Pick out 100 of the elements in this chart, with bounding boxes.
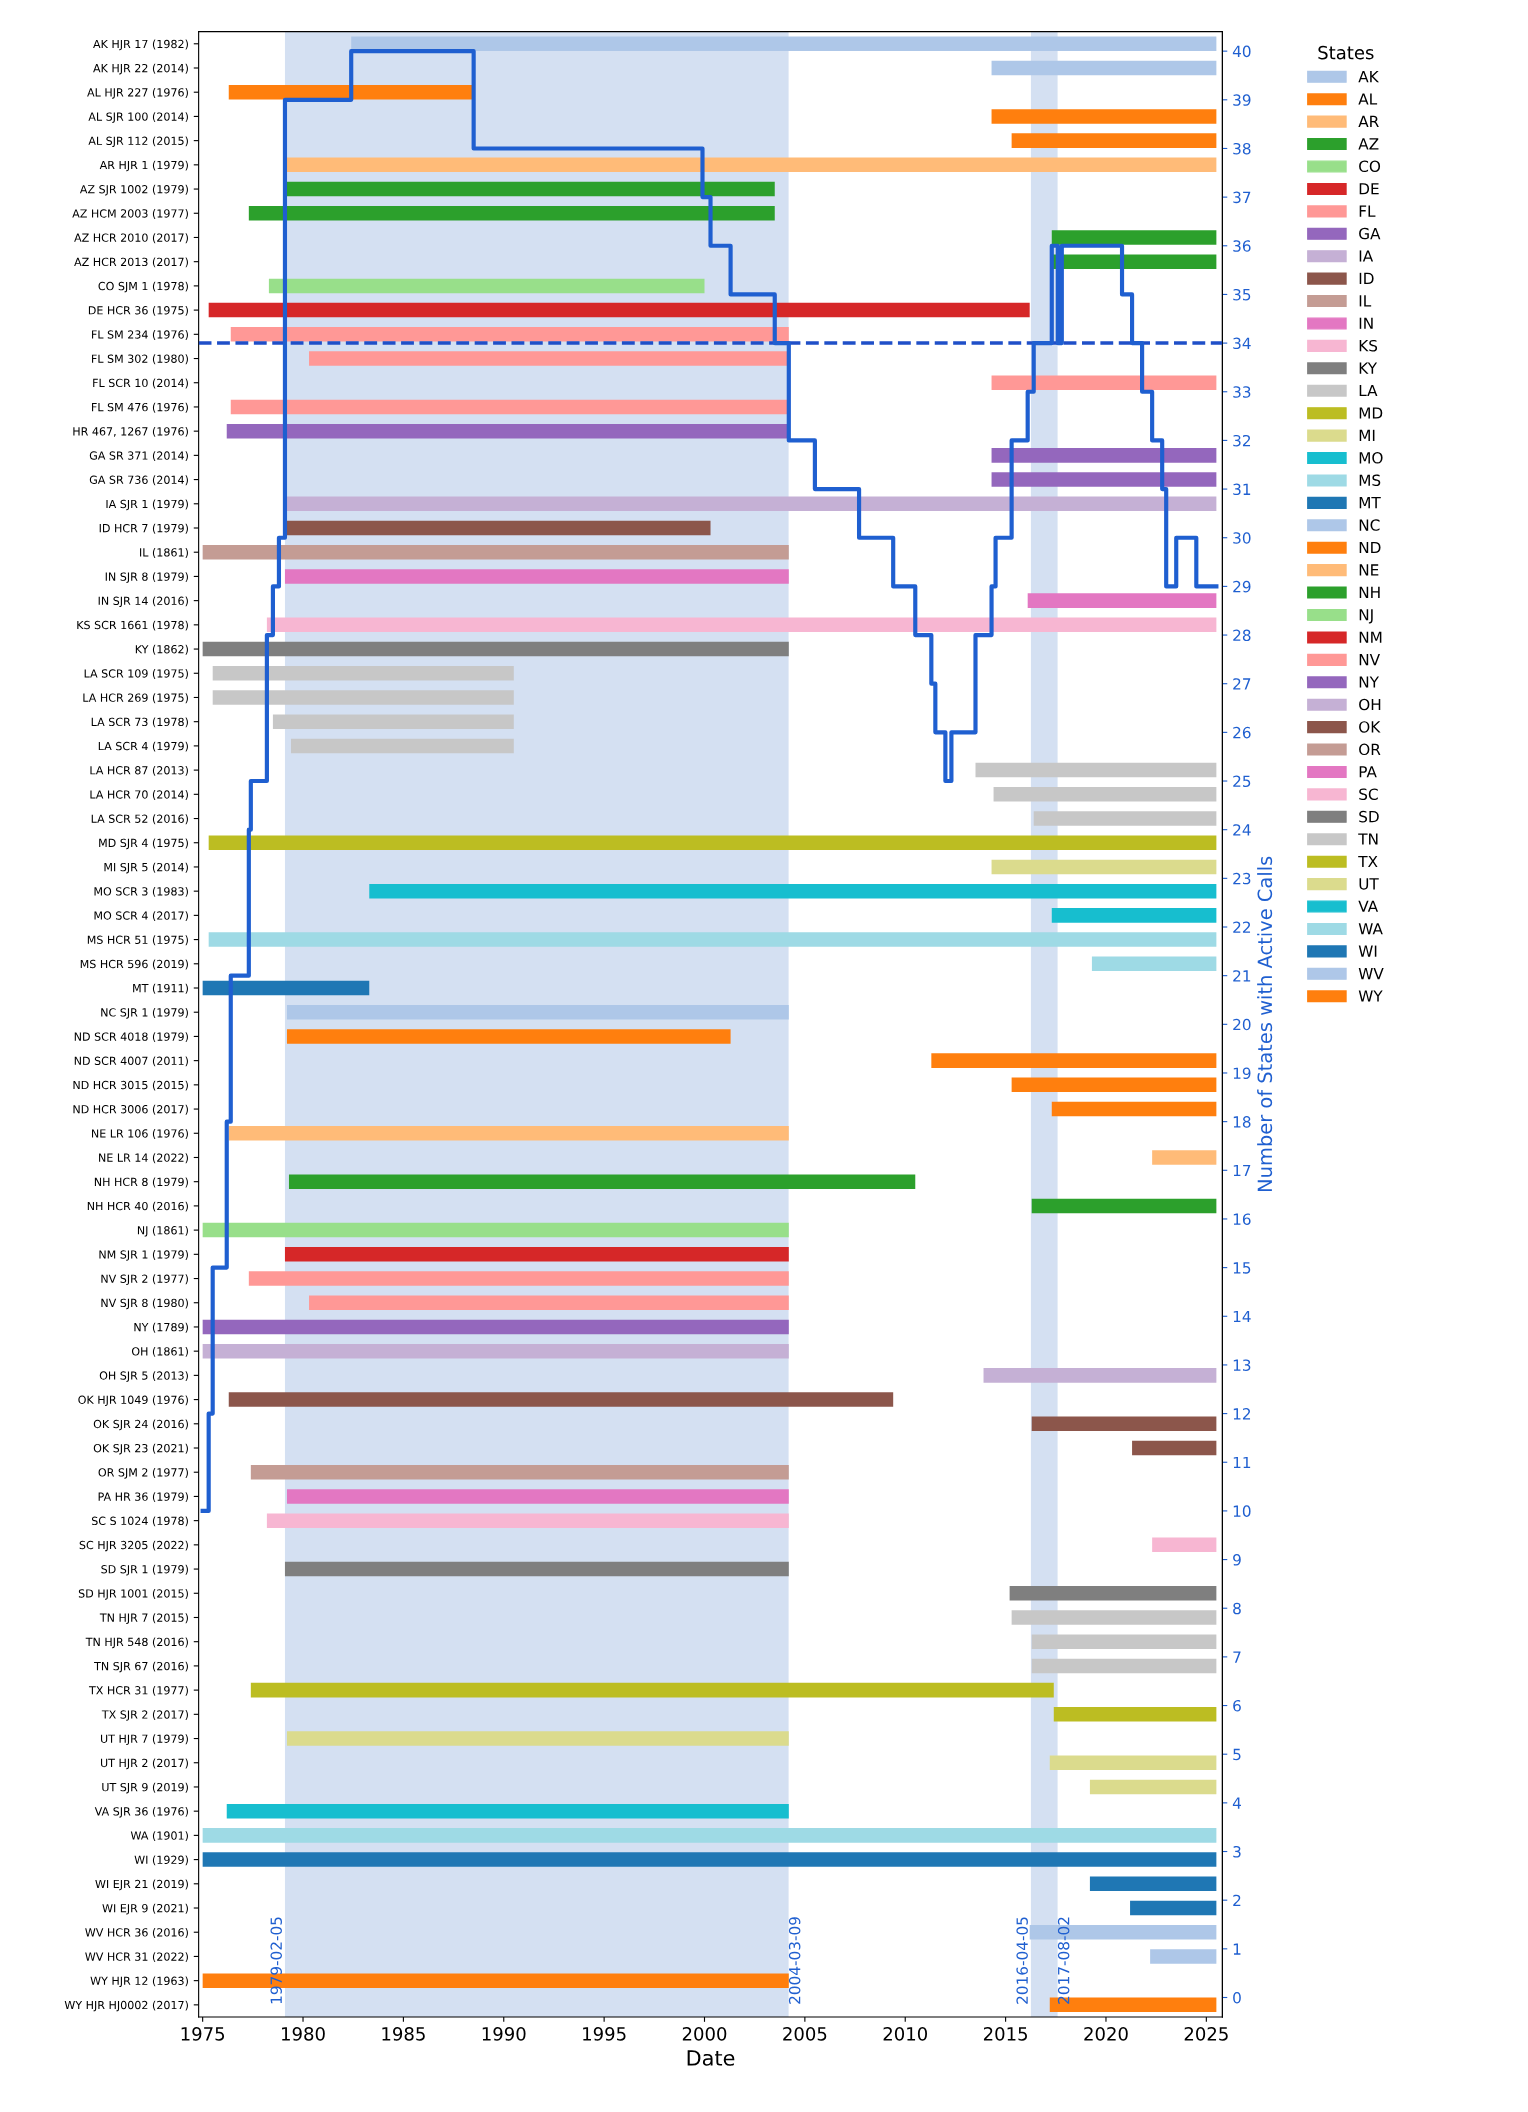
legend-label: OR: [1359, 743, 1381, 756]
y-tick-label: 14: [1233, 1310, 1251, 1323]
bar: [286, 1004, 789, 1020]
y-tick-label: 1: [1233, 1943, 1241, 1955]
bar: [1049, 1755, 1217, 1771]
bar: [202, 1222, 789, 1238]
y-tick-label: FL SM 302 (1980): [92, 354, 188, 365]
y-tick-label: 2: [1233, 1894, 1241, 1906]
bar: [1031, 1198, 1217, 1214]
y-tick-label: WI (1929): [134, 1855, 188, 1866]
bar: [226, 1803, 789, 1819]
bar: [1033, 811, 1217, 826]
y-tick-label: 23: [1233, 872, 1251, 885]
y-tick-label: TN HJR 7 (2015): [99, 1613, 188, 1624]
bar: [250, 1682, 1054, 1698]
y-tick-label: WA (1901): [130, 1831, 188, 1842]
bar: [286, 520, 711, 536]
y-tick-label: TN HJR 548 (2016): [85, 1637, 188, 1649]
y-tick-label: 37: [1233, 191, 1251, 204]
y-tick-label: UT HJR 2 (2017): [101, 1758, 188, 1770]
legend-label: PA: [1359, 766, 1377, 778]
legend-label: TN: [1358, 833, 1378, 845]
y-tick-label: 12: [1233, 1408, 1251, 1420]
y-tick-label: MS HCR 596 (2019): [80, 959, 188, 970]
y-tick-label: AZ HCR 2013 (2017): [74, 257, 188, 268]
legend-label: AK: [1358, 71, 1380, 83]
legend-label: LA: [1359, 384, 1378, 397]
y-tick-label: SC S 1024 (1978): [91, 1516, 188, 1527]
y-tick-label: KS SCR 1661 (1978): [77, 620, 188, 631]
y-tick-label: MI SJR 5 (2014): [104, 862, 188, 874]
y-tick-label: IN SJR 14 (2016): [98, 596, 188, 608]
bar: [991, 448, 1217, 463]
y-tick-label: 20: [1233, 1018, 1251, 1031]
legend-label: ND: [1359, 541, 1381, 554]
legend-label: MD: [1359, 407, 1383, 419]
y-tick-label: 36: [1233, 240, 1251, 252]
bar: [230, 327, 789, 342]
y-tick-label: LA HCR 70 (2014): [90, 790, 188, 800]
bar: [228, 1392, 894, 1407]
y-tick-label: NY (1789): [134, 1322, 188, 1333]
y-tick-label: 38: [1233, 142, 1251, 155]
bar: [1132, 1440, 1217, 1456]
y-tick-label: OK SJR 23 (2021): [93, 1443, 188, 1455]
y-tick-label: UT SJR 9 (2019): [102, 1782, 188, 1794]
x-axis-title: Date: [687, 2050, 735, 2066]
annotation: 2004-03-09: [788, 1917, 801, 2004]
bar: [351, 36, 1217, 52]
y-tick-label: IL (1861): [140, 548, 188, 558]
y-tick-label: ID HCR 7 (1979): [99, 523, 188, 534]
legend-label: AR: [1358, 115, 1379, 127]
y-tick-label: NC SJR 1 (1979): [101, 1008, 188, 1019]
legend-label: NE: [1359, 564, 1379, 576]
legend-label: KY: [1359, 362, 1378, 374]
y-tick-label: 19: [1233, 1067, 1251, 1079]
legend-label: DE: [1359, 183, 1379, 195]
bar: [284, 1247, 789, 1262]
y-tick-label: 10: [1233, 1505, 1251, 1517]
y-tick-label: 21: [1233, 970, 1251, 982]
bar: [208, 302, 1030, 318]
y-tick-label: OK HJR 1049 (1976): [78, 1395, 188, 1407]
legend-label: WI: [1358, 945, 1377, 957]
legend-label: KS: [1359, 339, 1378, 352]
x-tick-label: 2005: [783, 2027, 827, 2041]
legend-label: WY: [1358, 990, 1383, 1002]
legend-label: TX: [1358, 855, 1378, 868]
legend-label: MI: [1359, 429, 1375, 441]
x-tick-label: 2000: [682, 2027, 727, 2041]
bar: [991, 109, 1217, 124]
y-tick-label: 35: [1233, 288, 1251, 301]
bar: [991, 859, 1217, 875]
bar: [1009, 1586, 1217, 1601]
bar: [230, 399, 789, 415]
x-tick-label: 1990: [482, 2027, 526, 2041]
x-tick-label: 2015: [983, 2027, 1027, 2041]
y-tick-label: MS HCR 51 (1975): [87, 935, 188, 946]
y-tick-label: AL SJR 100 (2014): [88, 112, 188, 123]
y-tick-label: 5: [1233, 1748, 1241, 1761]
y-tick-label: MD SJR 4 (1975): [99, 838, 188, 850]
x-tick-label: 1995: [583, 2027, 626, 2041]
y-tick-label: 25: [1233, 775, 1251, 788]
legend-label: SC: [1359, 788, 1378, 800]
bar: [369, 883, 1217, 899]
y-tick-label: OK SJR 24 (2016): [93, 1419, 188, 1431]
y-tick-label: MO SCR 3 (1983): [94, 886, 188, 897]
y-tick-label: AZ HCR 2010 (2017): [74, 233, 188, 244]
bar: [1027, 593, 1217, 608]
x-tick-label: 2010: [883, 2027, 928, 2041]
y-tick-label: 26: [1233, 726, 1251, 739]
y-tick-label: 6: [1233, 1700, 1241, 1712]
y-tick-label: ND SCR 4018 (1979): [74, 1032, 188, 1043]
bar: [202, 1319, 789, 1335]
legend-label: MS: [1359, 474, 1381, 487]
bar: [284, 569, 789, 584]
bar: [991, 60, 1217, 76]
x-tick-label: 2020: [1084, 2027, 1128, 2041]
legend-label: NC: [1359, 519, 1380, 531]
y-tick-label: AL SJR 112 (2015): [88, 136, 188, 148]
bar: [309, 1295, 789, 1311]
bar: [1011, 1610, 1217, 1625]
legend-label: CO: [1359, 160, 1381, 173]
